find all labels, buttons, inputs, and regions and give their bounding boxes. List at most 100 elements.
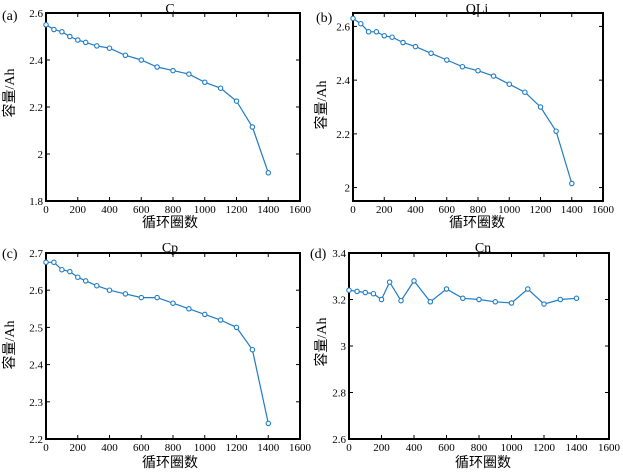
panel-d-xtick-label: 0	[346, 442, 352, 454]
panel-b-data-point	[428, 50, 434, 57]
panel-a-xtick-label: 1600	[289, 204, 312, 216]
panel-a-series-line	[45, 24, 269, 173]
panel-b-xlabel: 循环圈数	[449, 215, 505, 231]
panel-c-xlabel: 循环圈数	[142, 455, 198, 471]
panel-d-ytick-label: 3.4	[332, 248, 346, 260]
panel-a-data-point	[265, 170, 272, 176]
panel-b-data-point	[373, 29, 380, 35]
panel-d: (d) Cn 容量/Ah 循环圈数 0 200 400 600 800 1000 1200 1…	[310, 241, 621, 471]
panel-a-ytick-label: 2.4	[29, 55, 43, 67]
panel-d-data-point	[427, 299, 434, 305]
panel-d-data-point	[541, 301, 547, 307]
panel-a-ytick-label: 2	[38, 149, 44, 161]
panel-c-ytick-label: 2.4	[29, 360, 43, 372]
panel-d-xtick-label: 200	[373, 442, 390, 454]
panel-b-data-point	[475, 67, 481, 74]
panel-b-data-point	[400, 39, 406, 46]
panel-d-data-point	[378, 296, 385, 303]
panel-c-letter: (c)	[2, 247, 18, 262]
panel-a-data-point	[138, 57, 145, 63]
panel-c-data-point	[154, 294, 160, 301]
panel-d-data-point	[476, 296, 482, 303]
panel-d-ticks: 0 200 400 600 800 1000 1200 1400 1600 2.6 2.8 3 3.2 3…	[332, 248, 620, 454]
panel-a-xtick-label: 400	[101, 204, 118, 216]
panel-b-axes	[352, 12, 604, 202]
panel-c-data-point	[170, 300, 176, 306]
panel-c-data-point	[75, 274, 81, 280]
panel-a-data-point	[51, 26, 57, 33]
panel-b-data-point	[506, 81, 513, 87]
panel-d-data-point	[525, 286, 531, 292]
panel-c-data-point	[249, 346, 256, 353]
panel-b-xtick-label: 1400	[561, 204, 584, 216]
panel-c-xtick-label: 1600	[289, 442, 312, 454]
panel-a-data-point	[82, 39, 89, 46]
panel-c-ytick-label: 2.7	[29, 248, 43, 260]
panel-b-xtick-label: 800	[470, 204, 487, 216]
panel-d-xtick-label: 600	[438, 442, 455, 454]
panel-a-ytick-label: 2.2	[29, 102, 43, 114]
panel-a-data-point	[59, 29, 65, 35]
panel-a-xtick-label: 1000	[194, 204, 217, 216]
panel-b-data-point	[569, 180, 575, 187]
panel-d-xtick-label: 1200	[533, 442, 556, 454]
panel-d-data-point	[573, 295, 580, 302]
panel-a-data-point	[106, 45, 113, 51]
panel-a-ylabel: 容量/Ah	[1, 69, 18, 118]
panel-d-xtick-label: 1000	[501, 442, 524, 454]
panel-d-xtick-label: 400	[406, 442, 423, 454]
panel-b-data-point	[350, 15, 356, 22]
panel-c-plot	[43, 259, 272, 427]
panel-b-data-point	[537, 104, 544, 110]
panel-a-data-point	[170, 67, 176, 74]
panel-b-xtick-label: 400	[407, 204, 424, 216]
panel-b-ytick-label: 2.4	[336, 75, 350, 87]
panel-b-data-point	[553, 128, 559, 134]
panel-d-xtick-label: 800	[471, 442, 488, 454]
panel-c-data-point	[186, 306, 192, 312]
panel-c-data-point	[51, 259, 57, 266]
panel-a-data-point	[154, 64, 160, 70]
panel-c-data-point	[94, 282, 100, 289]
panel-c-data-point	[67, 268, 73, 275]
panel-b-xtick-label: 200	[376, 204, 393, 216]
panel-b-plot	[350, 15, 575, 187]
panel-b-xtick-label: 1000	[498, 204, 521, 216]
panel-d-data-point	[370, 290, 377, 297]
panel-c-xtick-label: 1200	[226, 442, 249, 454]
panel-b-ticks: 0 200 400 600 800 1000 1200 1400 1600 2 2.2 2.4 2.6	[336, 13, 615, 216]
panel-d-data-point	[508, 300, 515, 306]
panel-a-plot	[43, 22, 272, 176]
panel-a-xtick-label: 0	[43, 204, 49, 216]
panel-d-data-point	[386, 279, 393, 285]
panel-d-data-point	[346, 287, 352, 293]
panel-b-data-point	[389, 34, 395, 40]
panel-c-data-point	[202, 311, 208, 318]
panel-c-ytick-label: 2.3	[29, 397, 43, 409]
panel-b-ytick-label: 2.6	[336, 21, 350, 33]
panel-b-ylabel: 容量/Ah	[313, 81, 330, 130]
panel-d-data-point	[443, 286, 450, 292]
panel-c-xtick-label: 1000	[194, 442, 217, 454]
panel-c-ytick-label: 2.5	[29, 322, 43, 334]
panel-b-data-point	[444, 57, 450, 63]
panel-a-data-point	[217, 85, 224, 91]
panel-c-ytick-label: 2.2	[29, 434, 43, 446]
panel-b-title: QLi	[466, 2, 489, 17]
panel-d-xtick-label: 1400	[566, 442, 589, 454]
panel-d-data-point	[354, 288, 360, 295]
panel-b-xtick-label: 1600	[592, 204, 615, 216]
panel-b-data-point	[358, 20, 364, 27]
panel-a: (a) C 容量/Ah 循环圈数 0 200 400 600 800 1000 1200 14…	[1, 2, 312, 231]
panel-c-data-point	[82, 278, 89, 284]
panel-b-data-point	[490, 73, 497, 79]
panel-c-series-line	[46, 261, 269, 424]
panel-a-letter: (a)	[2, 9, 18, 24]
panel-c-data-point	[233, 324, 240, 331]
panel-b-data-point	[522, 89, 528, 95]
panel-d-letter: (d)	[310, 247, 327, 262]
panel-c-xtick-label: 1400	[257, 442, 280, 454]
panel-a-data-point	[75, 37, 81, 43]
panel-c-data-point	[106, 287, 113, 293]
panel-d-ylabel: 容量/Ah	[313, 318, 330, 367]
